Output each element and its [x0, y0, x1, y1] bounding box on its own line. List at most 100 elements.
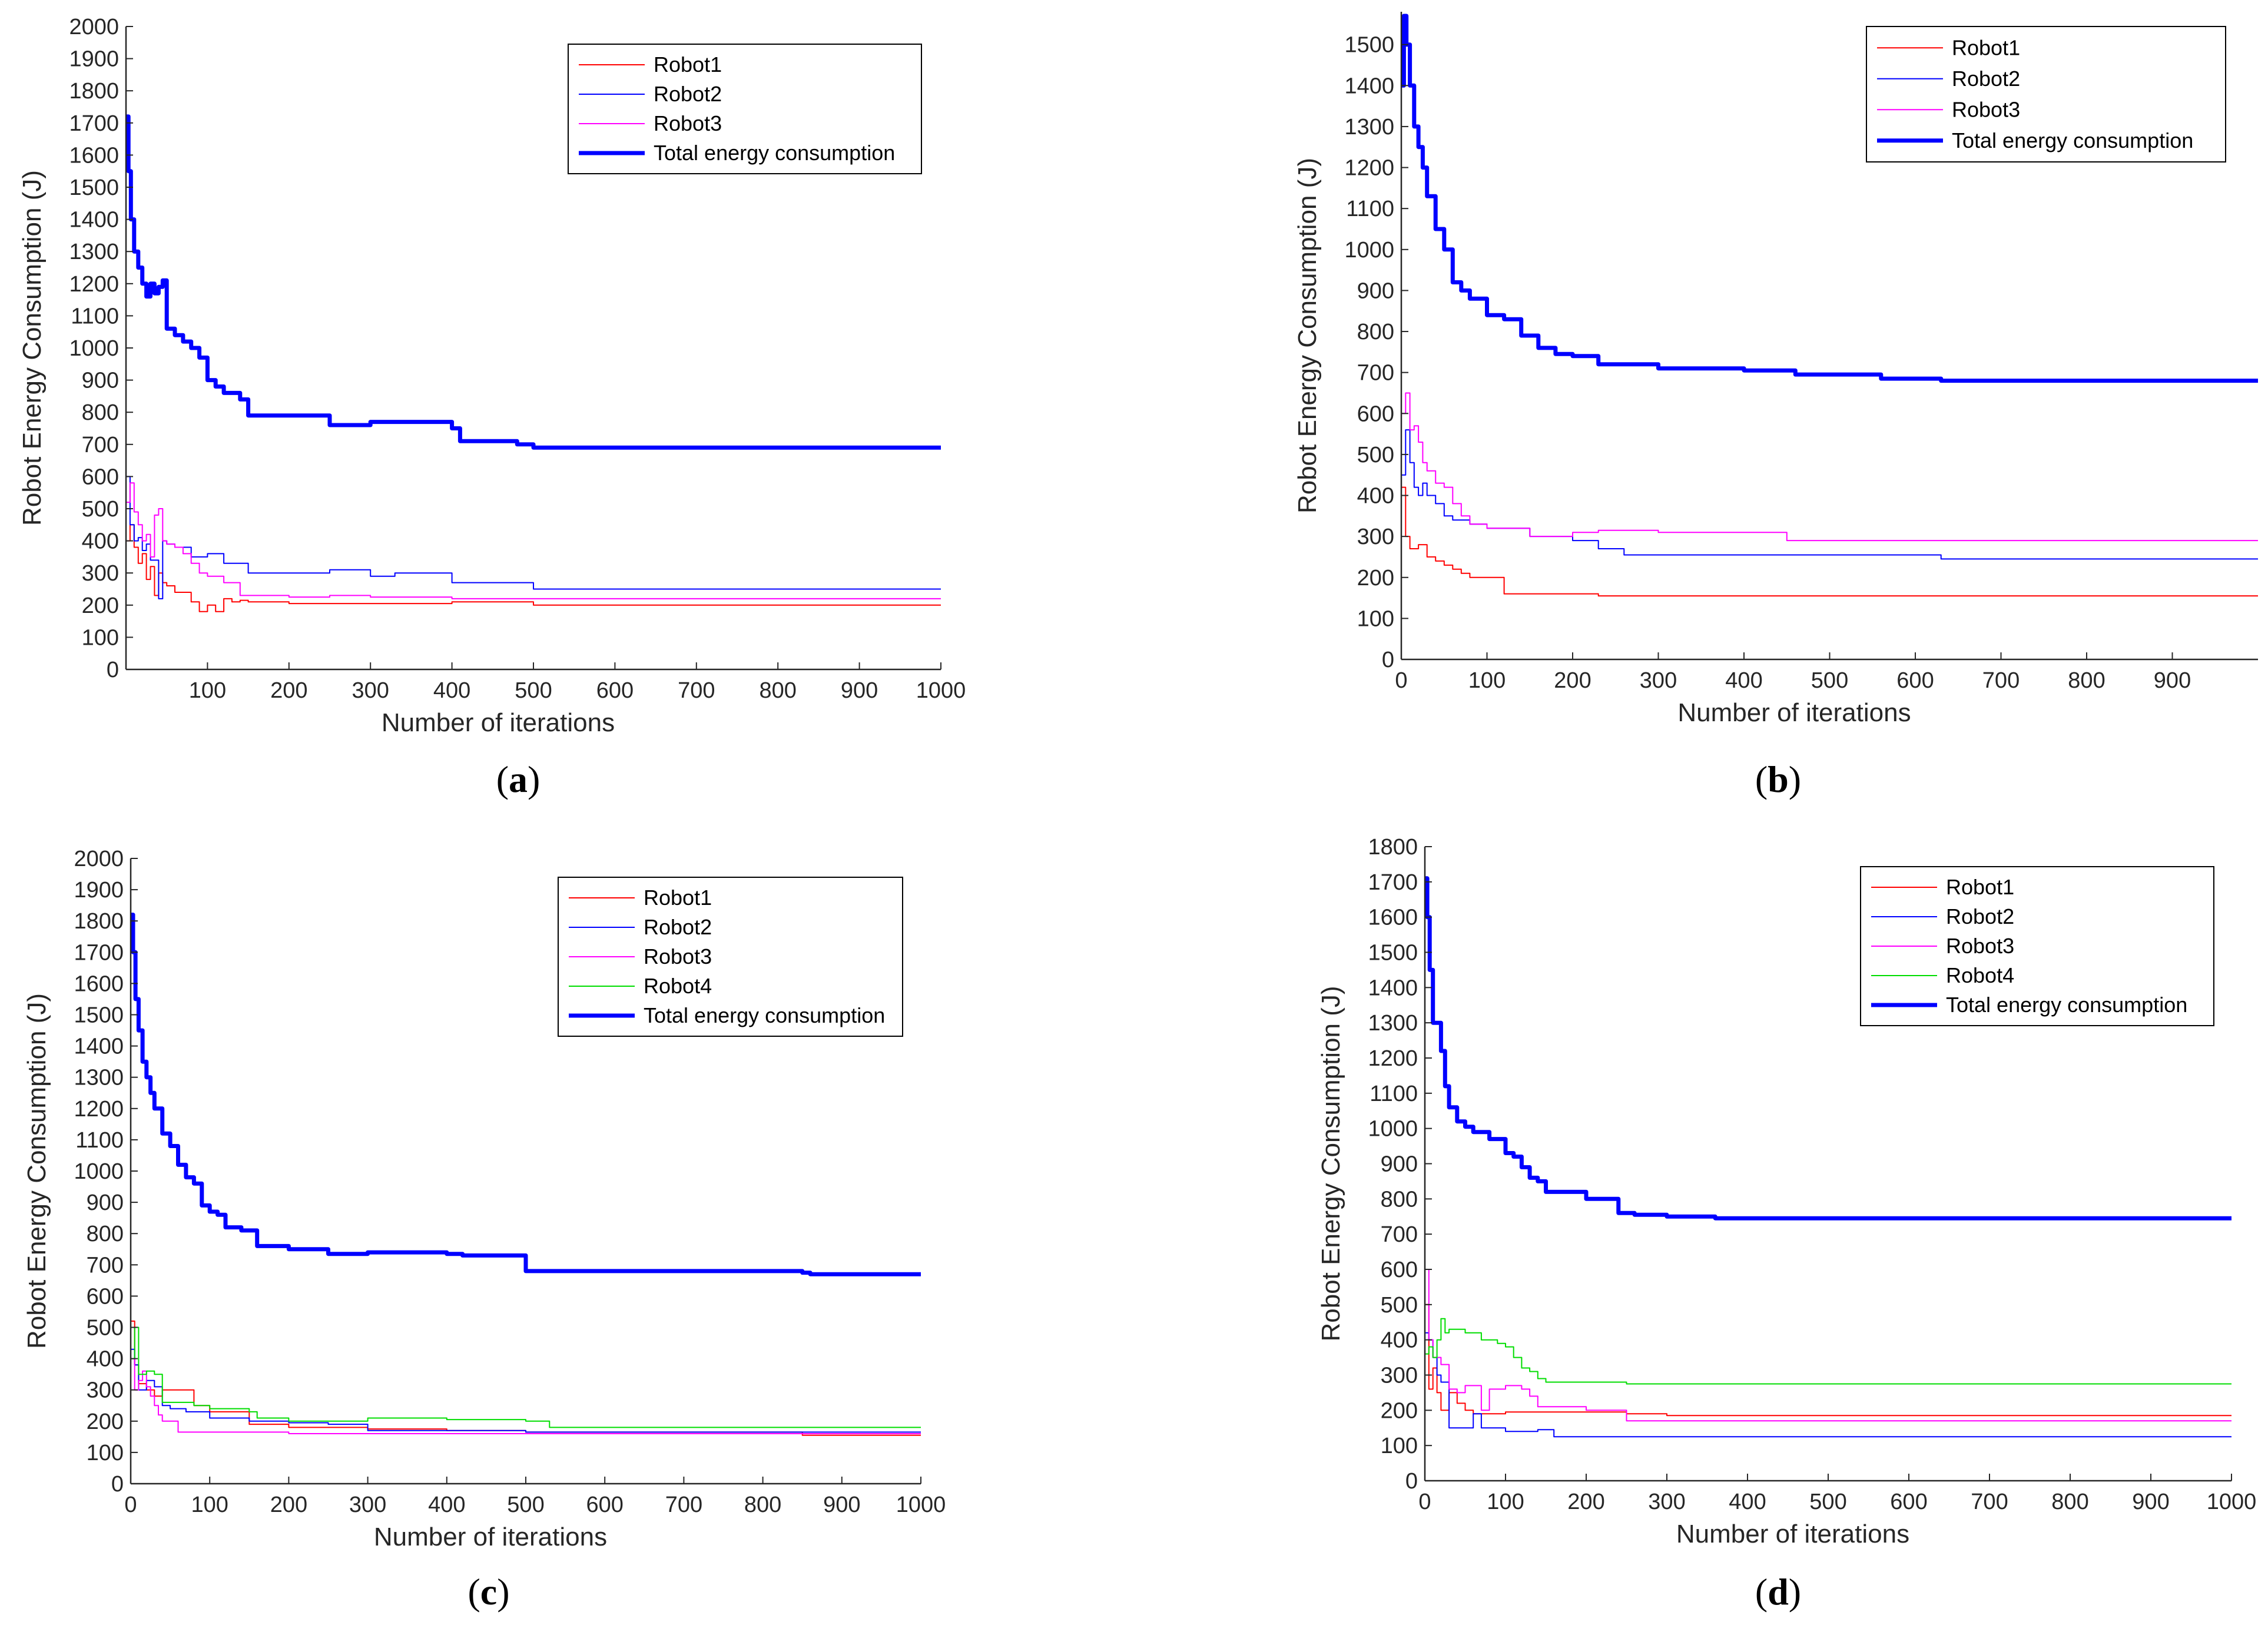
legend-entry: Robot4 — [1946, 963, 2014, 987]
legend-entry: Robot2 — [644, 915, 712, 939]
x-tick-label: 900 — [841, 678, 878, 703]
y-tick-label: 1400 — [69, 208, 119, 233]
x-tick-label: 100 — [191, 1493, 228, 1517]
chart-panel-d: 0100200300400500600700800900100011001200… — [1317, 835, 2256, 1613]
y-tick-label: 500 — [1357, 443, 1394, 467]
legend: Robot1 Robot2 Robot3 Robot4 Total energy con… — [558, 877, 903, 1037]
legend: Robot1 Robot2 Robot3 Total energy consumpti… — [1866, 26, 2226, 162]
x-tick-label: 300 — [349, 1493, 386, 1517]
y-tick-label: 100 — [1381, 1434, 1418, 1458]
y-tick-label: 900 — [87, 1190, 124, 1215]
y-tick-label: 100 — [82, 625, 119, 650]
legend-entry: Robot3 — [654, 111, 722, 135]
panel-label-letter: d — [1768, 1571, 1789, 1613]
x-tick-label: 400 — [1725, 668, 1762, 693]
legend: Robot1 Robot2 Robot3 Total energy consumpti… — [568, 44, 922, 174]
y-tick-label: 1700 — [69, 111, 119, 136]
x-tick-label: 200 — [270, 678, 307, 703]
y-tick-label: 1900 — [69, 47, 119, 72]
y-tick-label: 900 — [1357, 278, 1394, 303]
y-tick-label: 1500 — [1368, 941, 1418, 966]
legend-box — [1860, 866, 2214, 1026]
y-tick-label: 1600 — [74, 971, 124, 996]
panel-label-open: ( — [467, 1571, 480, 1613]
legend-entry: Total energy consumption — [1952, 128, 2193, 152]
y-tick-label: 1600 — [69, 143, 119, 168]
y-tick-label: 1800 — [69, 79, 119, 104]
panel-label-letter: a — [509, 758, 528, 800]
x-axis-label: Number of iterations — [382, 708, 615, 737]
legend-entry: Total energy consumption — [1946, 993, 2187, 1017]
panel-label-open: ( — [1755, 758, 1768, 800]
y-tick-label: 1400 — [1368, 976, 1418, 1000]
y-tick-label: 200 — [1381, 1398, 1418, 1423]
x-tick-label: 800 — [759, 678, 796, 703]
y-tick-label: 1100 — [1346, 197, 1394, 221]
panel-label-close: ) — [528, 758, 540, 800]
legend-entry: Robot2 — [1952, 67, 2020, 91]
series-line-total-energy-consumption — [126, 114, 941, 450]
panel-label: (c) — [467, 1571, 509, 1613]
y-tick-label: 200 — [82, 593, 119, 618]
y-tick-label: 1600 — [1368, 906, 1418, 930]
y-tick-label: 1500 — [69, 175, 119, 200]
series-line-robot1 — [1425, 1304, 2231, 1417]
y-tick-label: 900 — [1381, 1152, 1418, 1177]
x-tick-label: 300 — [1640, 668, 1677, 693]
legend-entry: Robot2 — [1946, 904, 2014, 928]
x-tick-label: 600 — [596, 678, 634, 703]
chart-panel-c: 0100200300400500600700800900100011001200… — [22, 847, 946, 1613]
series-line-robot1 — [1401, 486, 2258, 597]
x-tick-label: 0 — [1418, 1490, 1431, 1514]
x-tick-label: 200 — [1567, 1490, 1604, 1514]
series-line-robot1 — [126, 524, 941, 612]
legend-entry: Robot1 — [1952, 35, 2020, 59]
legend: Robot1 Robot2 Robot3 Robot4 Total energy con… — [1860, 866, 2214, 1026]
y-tick-label: 1300 — [69, 240, 119, 264]
y-tick-label: 600 — [1381, 1258, 1418, 1282]
y-tick-label: 700 — [87, 1253, 124, 1278]
x-tick-label: 500 — [1811, 668, 1848, 693]
y-tick-label: 200 — [87, 1410, 124, 1434]
x-tick-label: 700 — [665, 1493, 702, 1517]
legend-entry: Robot3 — [644, 944, 712, 969]
y-tick-label: 0 — [1405, 1469, 1418, 1494]
y-tick-label: 700 — [82, 433, 119, 457]
x-tick-label: 900 — [2154, 668, 2191, 693]
y-tick-label: 100 — [87, 1441, 124, 1465]
x-tick-label: 700 — [1971, 1490, 2008, 1514]
series-line-total-energy-consumption — [131, 913, 921, 1276]
panel-label: (b) — [1755, 758, 1801, 800]
panel-label-letter: c — [480, 1571, 497, 1613]
x-tick-label: 200 — [1554, 668, 1591, 693]
y-tick-label: 1800 — [74, 909, 124, 934]
y-axis-label: Robot Energy Consumption (J) — [1317, 986, 1345, 1341]
series-line-robot2 — [1401, 429, 2258, 560]
series-line-robot4 — [131, 1326, 921, 1428]
panel-label: (d) — [1755, 1571, 1801, 1613]
series-line-total-energy-consumption — [1425, 876, 2231, 1221]
series-line-robot2 — [131, 1348, 921, 1433]
legend-entry: Robot1 — [644, 886, 712, 910]
y-tick-label: 1200 — [1344, 156, 1394, 181]
y-tick-label: 1700 — [1368, 870, 1418, 895]
x-tick-label: 1000 — [916, 678, 966, 703]
x-tick-label: 400 — [1729, 1490, 1766, 1514]
y-tick-label: 1300 — [74, 1066, 124, 1090]
y-axis-label: Robot Energy Consumption (J) — [18, 170, 47, 526]
y-tick-label: 400 — [87, 1347, 124, 1372]
x-tick-label: 700 — [678, 678, 715, 703]
x-tick-label: 600 — [1896, 668, 1934, 693]
panel-label-letter: b — [1768, 758, 1789, 800]
panel-label-close: ) — [497, 1571, 509, 1613]
x-tick-label: 1000 — [2207, 1490, 2257, 1514]
series-line-total-energy-consumption — [1401, 14, 2258, 383]
x-tick-label: 800 — [744, 1493, 781, 1517]
x-tick-label: 400 — [433, 678, 470, 703]
x-tick-label: 500 — [515, 678, 552, 703]
y-tick-label: 1400 — [1344, 74, 1394, 98]
legend-entry: Total energy consumption — [654, 141, 895, 165]
y-tick-label: 300 — [82, 561, 119, 586]
panel-label-close: ) — [1789, 758, 1801, 800]
